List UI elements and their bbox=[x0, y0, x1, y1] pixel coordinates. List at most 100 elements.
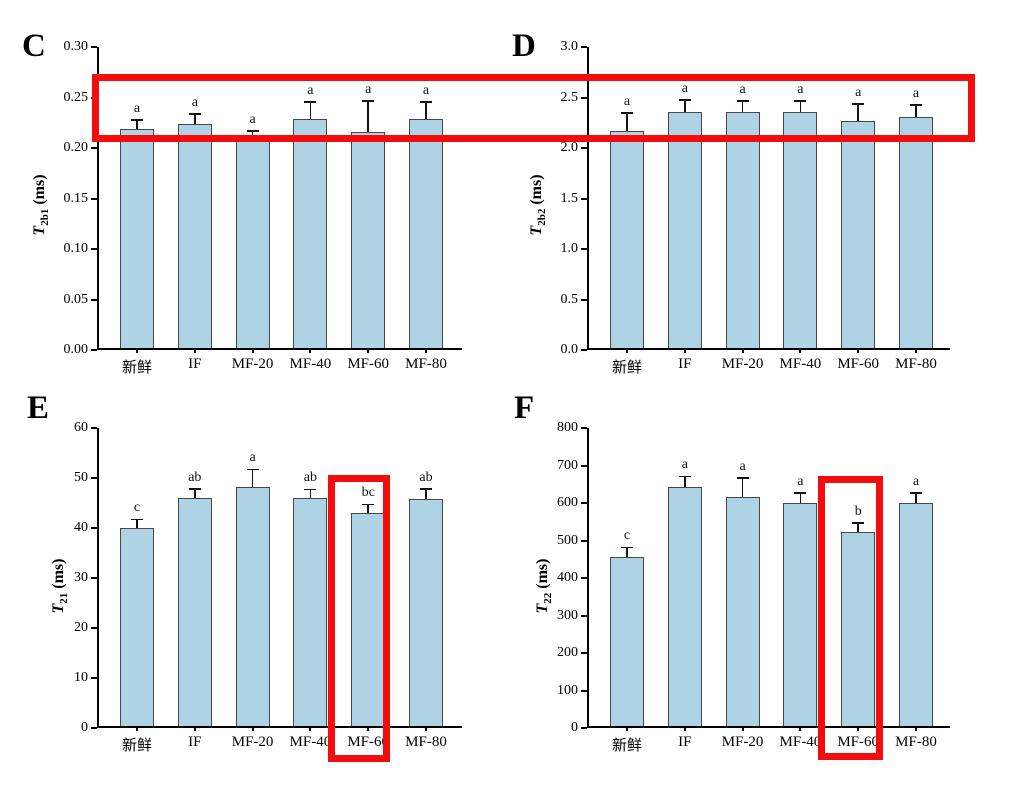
error-bar-cap-F-IF bbox=[678, 475, 691, 478]
y-tick-F bbox=[581, 464, 587, 467]
sig-letter-D-MF-40: a bbox=[797, 81, 804, 97]
y-tick-D bbox=[581, 46, 587, 48]
bar-E-MF-40 bbox=[293, 498, 328, 726]
x-tick-label-E-MF-40: MF-40 bbox=[289, 734, 332, 750]
error-bar-cap-D-MF-80 bbox=[910, 104, 922, 106]
error-bar-cap-F-MF-20 bbox=[736, 477, 749, 479]
error-bar-E-新鲜 bbox=[136, 520, 138, 528]
error-bar-cap-E-MF-40 bbox=[304, 488, 317, 490]
error-bar-cap-C-MF-60 bbox=[362, 100, 375, 102]
panel-letter-F: F bbox=[514, 390, 535, 426]
y-axis-symbol: T bbox=[527, 225, 545, 236]
y-tick-F bbox=[581, 539, 587, 542]
error-bar-cap-F-新鲜 bbox=[621, 546, 633, 549]
y-tick-label-D: 1.5 bbox=[560, 190, 579, 206]
sig-letter-F-新鲜: c bbox=[623, 528, 631, 544]
bar-D-新鲜 bbox=[610, 130, 644, 348]
x-tick-C-新鲜 bbox=[136, 348, 138, 353]
error-bar-D-MF-60 bbox=[857, 104, 859, 121]
x-tick-F-MF-20 bbox=[741, 726, 744, 731]
x-tick-label-C-新鲜: 新鲜 bbox=[121, 360, 153, 376]
y-tick-label-F: 600 bbox=[557, 495, 578, 510]
y-tick-label-F: 100 bbox=[557, 682, 578, 698]
x-tick-D-MF-80 bbox=[915, 348, 917, 353]
y-tick-label-F: 400 bbox=[557, 570, 578, 585]
y-tick-E bbox=[91, 427, 97, 429]
x-tick-C-MF-40 bbox=[309, 348, 312, 353]
y-axis-unit: (ms) bbox=[527, 174, 545, 209]
error-bar-D-IF bbox=[684, 100, 686, 112]
y-tick-label-D: 0.5 bbox=[560, 291, 579, 307]
y-tick-F bbox=[581, 614, 587, 617]
x-tick-C-MF-60 bbox=[367, 348, 370, 353]
error-bar-cap-F-MF-80 bbox=[910, 492, 922, 494]
y-tick-label-E: 60 bbox=[74, 420, 88, 435]
bar-E-MF-20 bbox=[235, 487, 270, 726]
y-axis-unit: (ms) bbox=[533, 558, 551, 593]
error-bar-E-IF bbox=[194, 489, 196, 498]
sig-letter-C-MF-80: a bbox=[422, 82, 430, 98]
bar-C-MF-40 bbox=[293, 118, 328, 348]
y-tick-F bbox=[581, 502, 587, 504]
y-tick-label-E: 20 bbox=[74, 620, 88, 635]
bar-C-MF-80 bbox=[409, 118, 443, 348]
y-tick-F bbox=[581, 727, 587, 729]
error-bar-F-新鲜 bbox=[626, 548, 628, 557]
bar-F-MF-60 bbox=[841, 532, 876, 726]
y-axis-title-F: T22 (ms) bbox=[534, 559, 554, 614]
bar-F-新鲜 bbox=[610, 556, 644, 726]
y-tick-label-D: 2.0 bbox=[560, 140, 579, 155]
sig-letter-C-MF-40: a bbox=[307, 82, 314, 98]
bar-D-IF bbox=[667, 111, 702, 348]
x-tick-label-F-MF-80: MF-80 bbox=[895, 734, 937, 750]
y-tick-D bbox=[581, 147, 587, 149]
x-tick-C-MF-80 bbox=[425, 348, 427, 353]
y-tick-label-C: 0.20 bbox=[63, 140, 89, 155]
bar-F-IF bbox=[667, 487, 702, 726]
x-tick-label-D-MF-20: MF-20 bbox=[721, 356, 764, 372]
y-axis-title-C: T2b1 (ms) bbox=[31, 174, 51, 235]
y-tick-C bbox=[91, 298, 97, 301]
x-tick-label-F-MF-60: MF-60 bbox=[837, 734, 880, 750]
x-tick-C-IF bbox=[193, 348, 196, 353]
error-bar-E-MF-20 bbox=[251, 470, 254, 487]
error-bar-C-MF-40 bbox=[309, 102, 312, 119]
x-tick-F-MF-40 bbox=[799, 726, 802, 731]
y-axis-title-E: T21 (ms) bbox=[50, 559, 70, 614]
y-tick-label-F: 500 bbox=[557, 532, 578, 548]
y-tick-E bbox=[91, 477, 97, 479]
bar-D-MF-20 bbox=[725, 111, 760, 348]
sig-letter-D-新鲜: a bbox=[623, 93, 631, 109]
error-bar-cap-C-新鲜 bbox=[131, 119, 143, 121]
error-bar-C-MF-80 bbox=[425, 102, 427, 119]
y-tick-D bbox=[581, 197, 587, 200]
bar-D-MF-80 bbox=[899, 116, 933, 348]
sig-letter-D-MF-80: a bbox=[912, 85, 920, 101]
bar-E-新鲜 bbox=[120, 527, 154, 726]
error-bar-cap-E-IF bbox=[188, 488, 201, 490]
y-tick-label-E: 0 bbox=[81, 720, 88, 735]
x-tick-label-D-MF-40: MF-40 bbox=[779, 356, 822, 372]
y-tick-label-C: 0.05 bbox=[63, 291, 89, 307]
highlight-box-top bbox=[92, 74, 975, 142]
y-tick-D bbox=[581, 96, 587, 99]
x-tick-label-F-MF-40: MF-40 bbox=[779, 734, 822, 750]
x-tick-F-新鲜 bbox=[626, 726, 628, 731]
bar-F-MF-20 bbox=[725, 497, 760, 726]
x-tick-label-D-MF-80: MF-80 bbox=[895, 356, 937, 372]
x-tick-C-MF-20 bbox=[251, 348, 254, 353]
y-axis-title-D: T2b2 (ms) bbox=[528, 174, 548, 235]
y-tick-F bbox=[581, 577, 587, 579]
highlight-box-e-mf60 bbox=[328, 475, 390, 762]
bar-D-MF-40 bbox=[783, 111, 818, 348]
sig-letter-D-MF-20: a bbox=[739, 81, 746, 97]
y-axis-unit: (ms) bbox=[49, 558, 67, 593]
y-axis-symbol: T bbox=[49, 603, 67, 614]
x-tick-label-D-IF: IF bbox=[678, 356, 692, 372]
y-tick-label-C: 0.15 bbox=[63, 190, 89, 206]
x-tick-label-E-IF: IF bbox=[188, 734, 202, 750]
sig-letter-E-MF-40: ab bbox=[303, 470, 317, 485]
sig-letter-C-MF-20: a bbox=[249, 111, 256, 127]
y-tick-F bbox=[581, 689, 587, 692]
